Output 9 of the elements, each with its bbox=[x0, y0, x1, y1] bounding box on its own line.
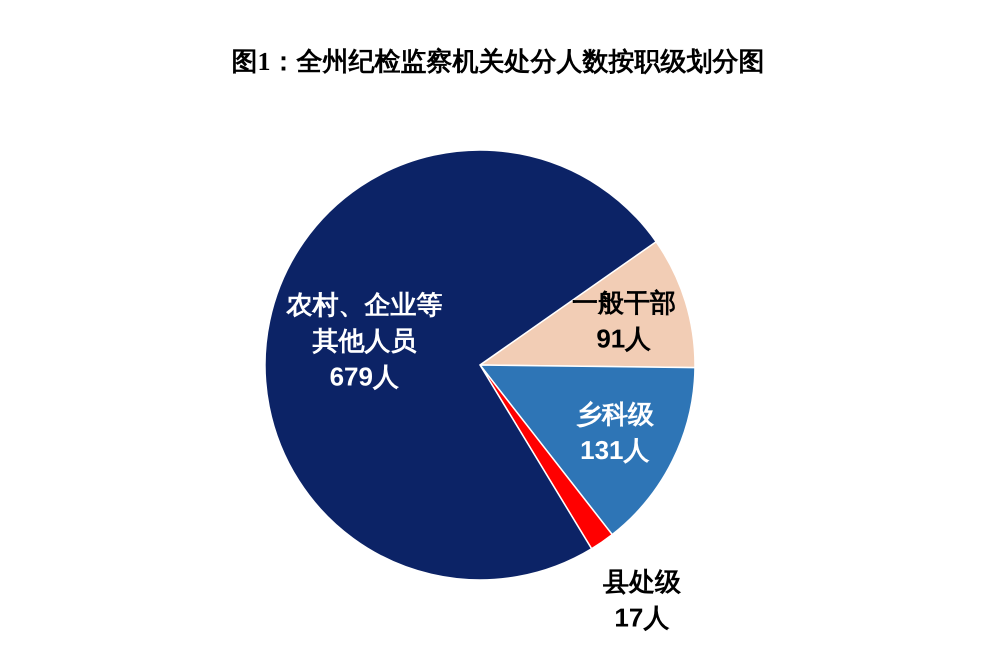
chart-title: 图1：全州纪检监察机关处分人数按职级划分图 bbox=[232, 47, 764, 76]
slice-label: 农村、企业等其他人员 bbox=[285, 290, 442, 356]
data-label: 91人 bbox=[596, 324, 652, 354]
slice-label: 乡科级 bbox=[576, 398, 655, 429]
data-label: 17人 bbox=[614, 602, 670, 633]
data-label: 679人 bbox=[330, 362, 400, 392]
slice-label: 一般干部 bbox=[572, 288, 676, 318]
data-label: 131人 bbox=[580, 434, 651, 465]
slice-label: 县处级 bbox=[602, 566, 682, 597]
